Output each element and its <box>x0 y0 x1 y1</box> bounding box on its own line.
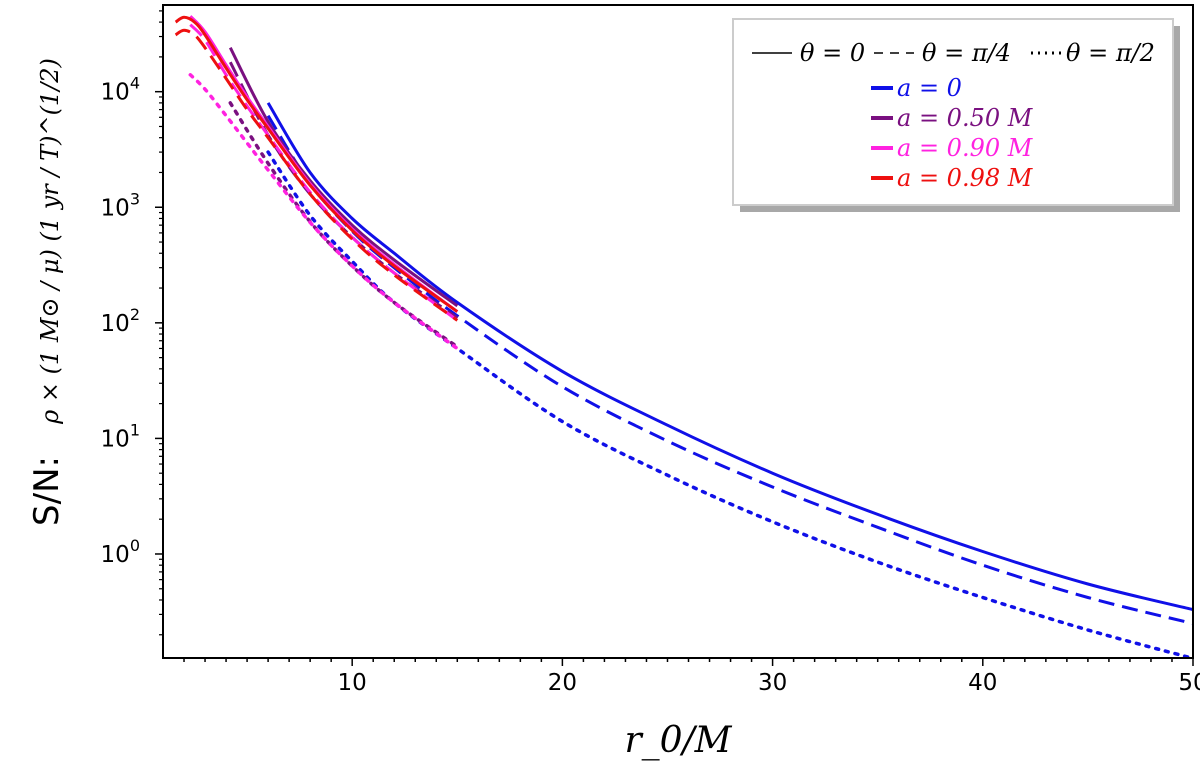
legend-spin-label: a = 0 <box>897 74 962 102</box>
series-line-3 <box>228 47 459 308</box>
legend-spins: a = 0a = 0.50 Ma = 0.90 Ma = 0.98 M <box>871 74 1034 192</box>
y-tick-label: 101 <box>101 420 140 452</box>
x-tick-label: 40 <box>968 670 997 696</box>
x-tick-label: 20 <box>548 670 577 696</box>
x-axis-label: r_0/M <box>624 720 732 761</box>
legend-style-dotted-label: θ = π/2 <box>1066 39 1155 67</box>
legend-box <box>732 18 1174 206</box>
plot-frame <box>162 4 1194 659</box>
y-tick-label: 103 <box>101 189 140 221</box>
series-line-8 <box>188 73 460 351</box>
x-tick-label: 50 <box>1178 670 1200 696</box>
y-axis-label-formula: ρ × (1 M⊙ / μ) (1 yr / T)^(1/2) <box>36 58 64 425</box>
legend-style-solid: θ = 0 <box>752 39 865 67</box>
series-line-5 <box>228 101 460 349</box>
legend: θ = 0 θ = π/4 θ = π/2 a = 0a = 0.50 Ma =… <box>732 18 1180 212</box>
legend-spin-label: a = 0.98 M <box>897 164 1034 192</box>
legend-spin-3: a = 0.98 M <box>871 164 1034 192</box>
x-tick-label: 30 <box>758 670 787 696</box>
series-line-0 <box>266 102 1193 612</box>
y-tick-label: 100 <box>101 536 140 568</box>
series-line-2 <box>266 150 1193 658</box>
y-tick-label: 104 <box>101 74 140 106</box>
y-axis-label-prefix: S/N: <box>27 456 67 526</box>
series-layer <box>174 15 1193 658</box>
x-axis-label-text: r_0/M <box>624 720 732 761</box>
y-axis: 100 101 102 103 104 <box>101 10 163 636</box>
legend-spin-2: a = 0.90 M <box>871 134 1034 162</box>
y-tick-label: 102 <box>101 305 140 337</box>
legend-style-solid-label: θ = 0 <box>800 39 865 67</box>
y-axis-label: S/N: ρ × (1 M⊙ / μ) (1 yr / T)^(1/2) <box>27 58 67 526</box>
x-axis: 10 20 30 40 50 <box>183 658 1200 696</box>
legend-spin-label: a = 0.50 M <box>897 104 1034 132</box>
legend-spin-0: a = 0 <box>871 74 962 102</box>
series-line-9 <box>174 15 459 313</box>
legend-style-dotted: θ = π/2 <box>1031 39 1155 67</box>
legend-style-dashed-label: θ = π/4 <box>922 39 1011 67</box>
legend-spin-1: a = 0.50 M <box>871 104 1034 132</box>
x-tick-label: 10 <box>338 670 367 696</box>
series-line-10 <box>174 28 459 322</box>
legend-spin-label: a = 0.90 M <box>897 134 1034 162</box>
legend-style-dashed: θ = π/4 <box>874 39 1011 67</box>
